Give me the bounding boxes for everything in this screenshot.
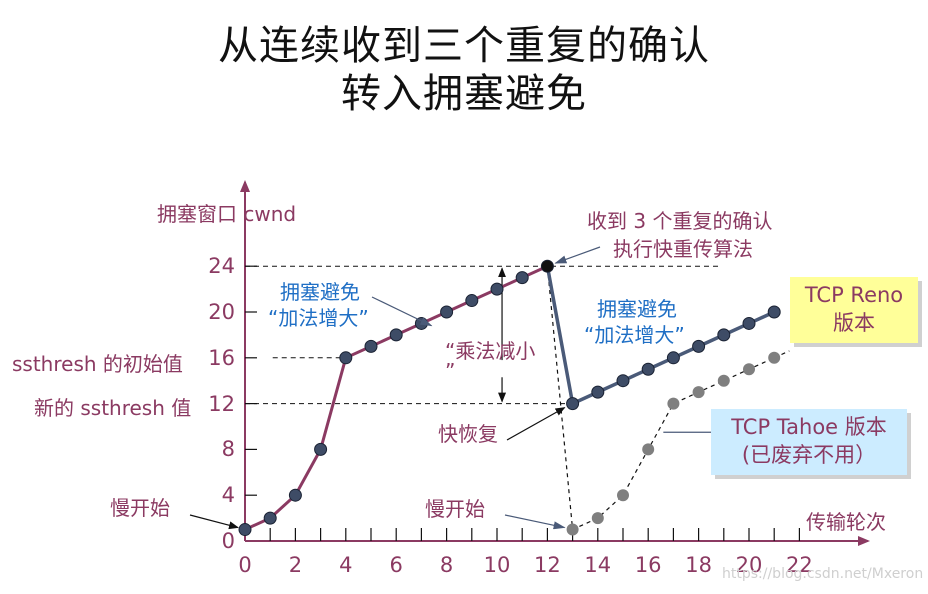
reno-data-point bbox=[591, 385, 605, 399]
congestion-avoidance-right-line1: 拥塞避免 bbox=[597, 297, 677, 321]
data-point bbox=[364, 339, 378, 353]
x-tick-label: 12 bbox=[534, 553, 561, 577]
tahoe-data-point bbox=[617, 489, 629, 502]
y-tick-label: 4 bbox=[221, 483, 235, 508]
tahoe-data-point bbox=[743, 363, 755, 376]
tcp-tahoe-line2: (已废弃不用） bbox=[741, 443, 877, 467]
x-tick-label: 18 bbox=[685, 553, 712, 577]
y-tick-label: 24 bbox=[208, 254, 235, 279]
data-point bbox=[238, 523, 252, 537]
data-point bbox=[288, 488, 302, 502]
data-point bbox=[515, 271, 529, 285]
y-axis-label: 拥塞窗口 cwnd bbox=[157, 202, 297, 226]
tahoe-data-point bbox=[768, 351, 781, 364]
data-series bbox=[238, 259, 790, 537]
chart-title-line1: 从连续收到三个重复的确认 bbox=[218, 23, 710, 69]
data-point bbox=[339, 351, 353, 365]
ssthresh-initial-label: ssthresh 的初始值 bbox=[12, 352, 183, 376]
y-tick-label: 20 bbox=[208, 300, 235, 324]
x-tick-label: 8 bbox=[439, 553, 454, 577]
x-tick-label: 16 bbox=[634, 553, 662, 577]
congestion-avoidance-left-line1: 拥塞避免 bbox=[280, 280, 360, 304]
reno-data-point bbox=[616, 374, 630, 388]
slow-start-label-left: 慢开始 bbox=[110, 496, 170, 520]
axis-ticks bbox=[245, 265, 801, 541]
x-tick-label: 20 bbox=[735, 553, 763, 577]
data-point bbox=[389, 328, 403, 342]
tcp-reno-line2: 版本 bbox=[833, 311, 875, 335]
tcp-reno-line1: TCP Reno bbox=[804, 283, 904, 307]
triple-ack-label-line2: 执行快重传算法 bbox=[613, 237, 753, 261]
reno-data-point bbox=[767, 305, 781, 319]
tahoe-data-point bbox=[566, 523, 579, 536]
reno-data-point bbox=[717, 328, 731, 342]
tahoe-data-point bbox=[692, 386, 705, 399]
watermark: https://blog.csdn.net/Mxeron bbox=[722, 566, 924, 582]
reno-data-point bbox=[692, 339, 706, 353]
x-tick-label: 6 bbox=[389, 553, 403, 577]
y-tick-label: 12 bbox=[208, 391, 235, 416]
chart-title-line2: 转入拥塞避免 bbox=[341, 71, 587, 117]
congestion-avoidance-right-line2: “加法增大” bbox=[584, 323, 685, 347]
ssthresh-new-label: 新的 ssthresh 值 bbox=[34, 396, 192, 420]
slow-start-label-right: 慢开始 bbox=[425, 497, 485, 521]
data-point bbox=[263, 511, 277, 525]
x-tick-label: 10 bbox=[483, 553, 511, 577]
reference-lines bbox=[245, 265, 719, 405]
y-tick-label: 0 bbox=[221, 529, 235, 553]
congestion-avoidance-left-line2: “加法增大” bbox=[268, 306, 369, 330]
x-tick-label: 14 bbox=[584, 553, 612, 577]
tcp-tahoe-legend-box: TCP Tahoe 版本 (已废弃不用） bbox=[711, 409, 907, 475]
reno-data-point bbox=[666, 351, 680, 365]
reno-data-point bbox=[641, 362, 655, 376]
data-point bbox=[440, 305, 454, 319]
triple-ack-label-line1: 收到 3 个重复的确认 bbox=[587, 209, 773, 233]
y-tick-label: 8 bbox=[221, 437, 235, 462]
tahoe-data-point bbox=[717, 374, 730, 387]
tcp-reno-legend-box: TCP Reno 版本 bbox=[790, 277, 918, 343]
tcp-tahoe-line1: TCP Tahoe 版本 bbox=[731, 415, 887, 439]
tahoe-data-point bbox=[591, 512, 604, 525]
multiplicative-decrease-line2: ” bbox=[445, 359, 456, 383]
tahoe-data-point bbox=[642, 443, 655, 456]
axes bbox=[240, 180, 870, 546]
reno-data-point bbox=[566, 397, 580, 411]
reno-series-line bbox=[545, 265, 775, 407]
annotation-arrows bbox=[189, 246, 722, 530]
multiplicative-decrease-line1: “乘法减小 bbox=[445, 339, 536, 363]
data-point bbox=[314, 442, 328, 456]
tahoe-data-point bbox=[667, 397, 680, 410]
x-tick-label: 4 bbox=[339, 553, 353, 577]
reno-data-point bbox=[742, 316, 756, 330]
data-point bbox=[540, 259, 554, 273]
x-axis-label: 传输轮次 bbox=[806, 510, 886, 534]
fast-recovery-label: 快恢复 bbox=[438, 422, 498, 446]
x-tick-label: 2 bbox=[288, 553, 303, 577]
x-tick-label: 0 bbox=[238, 553, 252, 577]
data-point bbox=[490, 282, 504, 296]
y-tick-label: 16 bbox=[208, 345, 235, 370]
x-tick-label: 22 bbox=[786, 553, 813, 577]
data-point bbox=[465, 294, 479, 308]
